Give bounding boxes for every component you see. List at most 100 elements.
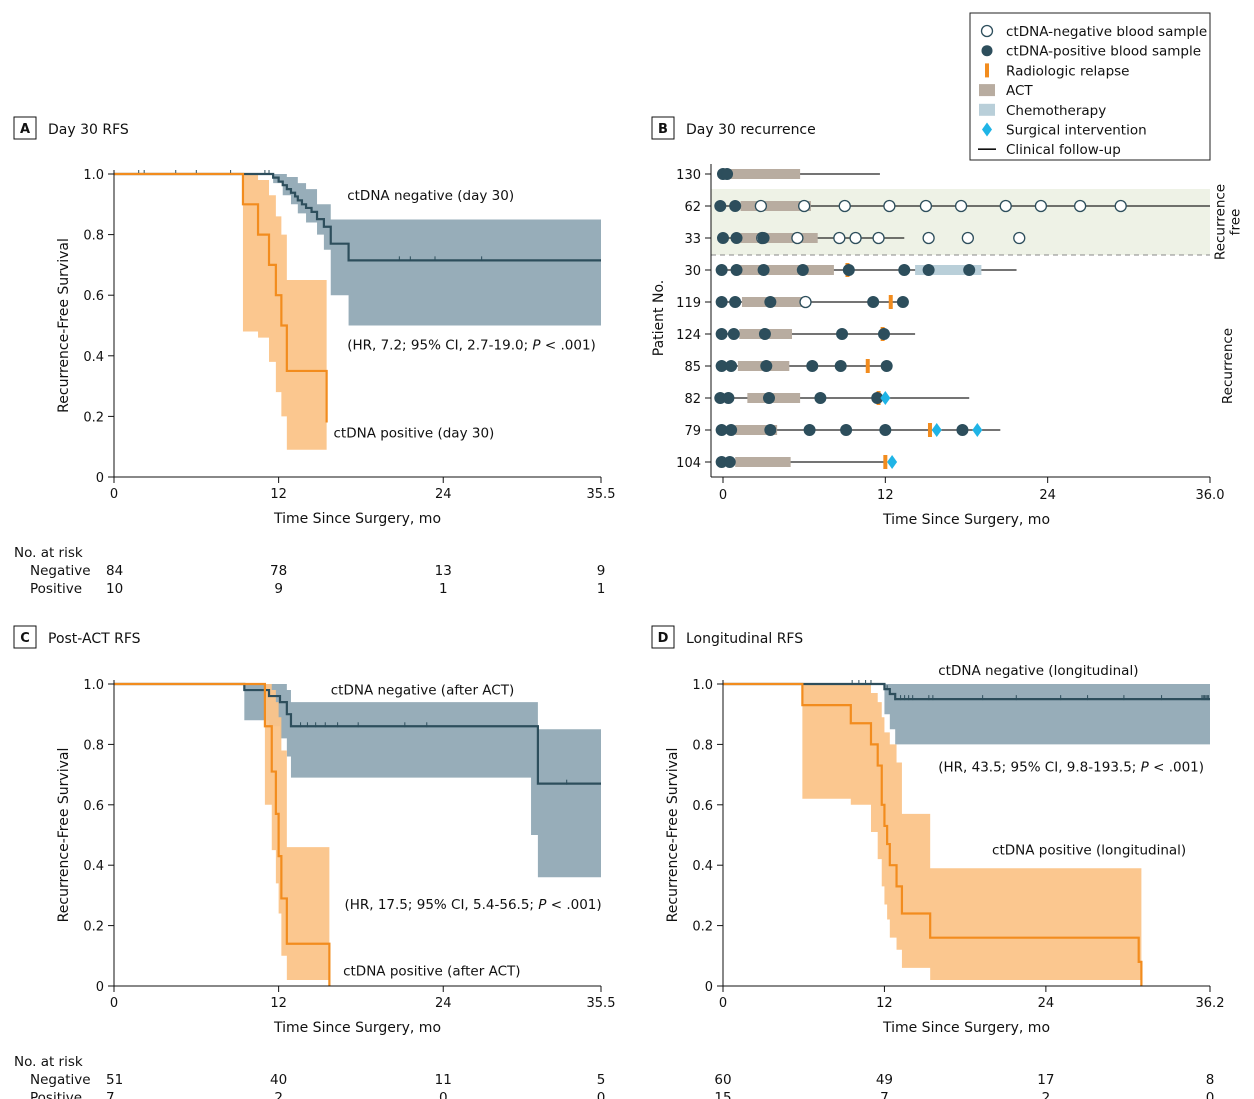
annotation-text: ctDNA positive (day 30): [333, 426, 494, 442]
annotation-text: ctDNA negative (day 30): [347, 188, 514, 204]
annotation-text: ctDNA positive (longitudinal): [992, 843, 1186, 859]
x-axis-label: Time Since Surgery, mo: [273, 1020, 441, 1036]
ctdna-positive-sample: [806, 360, 819, 372]
ctdna-positive-sample: [834, 360, 847, 372]
annotation-suffix: < .001): [541, 338, 596, 354]
y-tick-label: 0.8: [83, 738, 104, 753]
annotation-text: ctDNA negative (longitudinal): [938, 663, 1138, 679]
km-panel-d: 0 0.2 0.4 0.6 0.8 1.0 0 12 24 36.2 Time Since Surg…: [665, 663, 1224, 1099]
at-risk-count: 1: [439, 581, 448, 597]
at-risk-row-label: Positive: [30, 581, 82, 597]
annotation-text: (HR, 17.5; 95% CI, 5.4-56.5;: [344, 897, 538, 913]
annotation-text: ctDNA positive (after ACT): [343, 963, 520, 979]
ctdna-negative-sample: [833, 231, 846, 245]
annotation-p: P: [532, 338, 541, 354]
panel-letter: A: [20, 122, 30, 137]
patient-id-label: 124: [676, 328, 701, 343]
curve-annotation: ctDNA negative (after ACT): [331, 683, 515, 699]
curve-annotation: ctDNA negative (day 30): [347, 188, 514, 204]
at-risk-count: 0: [597, 1090, 606, 1099]
panel-title: Post-ACT RFS: [48, 631, 141, 647]
ci-band-negative: [114, 174, 601, 326]
x-axis-label: Time Since Surgery, mo: [273, 511, 441, 527]
surgical-intervention-mark: [887, 455, 898, 469]
x-tick-label: 0: [719, 488, 727, 503]
ctdna-positive-sample: [715, 264, 728, 276]
patient-id-label: 62: [684, 200, 701, 215]
at-risk-count: 5: [597, 1072, 606, 1088]
ctdna-negative-sample: [754, 199, 768, 213]
radiologic-relapse-mark: [888, 295, 893, 309]
x-tick-label: 24: [1038, 996, 1055, 1011]
ctdna-positive-sample: [730, 264, 743, 276]
x-tick-label: 36.2: [1196, 996, 1225, 1011]
ctdna-positive-sample: [721, 168, 734, 180]
ctdna-negative-sample: [1013, 231, 1026, 245]
ctdna-positive-sample: [840, 424, 853, 436]
panel-title: Longitudinal RFS: [686, 631, 803, 647]
survival-curve-negative: [114, 172, 601, 262]
at-risk-count: 17: [1037, 1072, 1054, 1088]
ctdna-positive-sample: [922, 264, 935, 276]
at-risk-count: 11: [435, 1072, 452, 1088]
panel-letter: C: [20, 631, 30, 646]
annotation-p: P: [538, 897, 547, 913]
chemo-bar: [915, 265, 982, 275]
ctdna-positive-sample: [729, 296, 742, 308]
at-risk-count: 84: [106, 563, 123, 579]
ctdna-positive-sample: [723, 456, 736, 468]
curve-annotation: ctDNA positive (after ACT): [343, 963, 520, 979]
y-tick-label: 0.2: [83, 920, 104, 935]
panel-letter: D: [658, 631, 669, 646]
radiologic-relapse-mark: [927, 423, 932, 437]
ctdna-negative-sample: [919, 199, 933, 213]
at-risk-title: No. at risk: [14, 1054, 83, 1070]
at-risk-row-label: Negative: [30, 563, 91, 579]
ctdna-positive-sample: [762, 392, 775, 404]
surgical-intervention-mark: [972, 423, 983, 437]
x-tick-label: 12: [876, 996, 893, 1011]
patient-id-label: 79: [684, 424, 701, 439]
recurrence-free-shade: [711, 189, 1210, 255]
curve-annotation: ctDNA positive (longitudinal): [992, 843, 1186, 859]
act-bar: [735, 425, 778, 435]
legend-box: [969, 12, 1211, 161]
surgical-intervention-mark: [880, 391, 891, 405]
patient-id-label: 130: [676, 168, 701, 183]
ctdna-negative-sample: [883, 199, 896, 213]
ctdna-positive-sample: [757, 232, 770, 244]
y-tick-label: 0.4: [692, 859, 713, 874]
ctdna-positive-sample: [758, 328, 771, 340]
ctdna-positive-sample: [879, 424, 892, 436]
diamond-icon: [982, 122, 992, 137]
at-risk-count: 49: [876, 1072, 893, 1088]
at-risk-count: 1: [597, 581, 606, 597]
x-tick-label: 12: [270, 996, 287, 1011]
ctdna-positive-sample: [757, 264, 770, 276]
legend-item-label: Surgical intervention: [1006, 123, 1147, 139]
chemo-bar-icon: [979, 103, 995, 116]
x-tick-label: 12: [270, 487, 287, 502]
annotation-text: (HR, 7.2; 95% CI, 2.7-19.0;: [347, 338, 532, 354]
survival-curve-negative: [114, 682, 601, 785]
km-panel-a: 0 0.2 0.4 0.6 0.8 1.0 0 12 24 35.5 Time Since Surg…: [14, 168, 615, 597]
at-risk-count: 0: [439, 1090, 448, 1099]
ctdna-negative-sample: [1034, 199, 1048, 213]
x-tick-label: 35.5: [587, 487, 616, 502]
y-tick-label: 1.0: [83, 168, 104, 183]
ci-band-negative: [723, 684, 1210, 745]
ctdna-positive-sample: [764, 296, 777, 308]
y-tick-label: 0.6: [83, 799, 104, 814]
annotation-text: (HR, 43.5; 95% CI, 9.8-193.5;: [938, 760, 1140, 776]
ci-band-positive: [114, 174, 327, 450]
orange-tick-icon: [985, 63, 989, 78]
y-tick-label: 0.2: [83, 410, 104, 425]
x-tick-label: 24: [435, 996, 452, 1011]
legend-item-label: Clinical follow-up: [1006, 142, 1121, 158]
y-tick-label: 1.0: [692, 678, 713, 693]
act-bar-icon: [979, 84, 995, 97]
ctdna-positive-sample: [760, 360, 773, 372]
legend-item-label: ACT: [1006, 83, 1033, 99]
x-tick-label: 0: [110, 487, 118, 502]
at-risk-count: 9: [597, 563, 606, 579]
